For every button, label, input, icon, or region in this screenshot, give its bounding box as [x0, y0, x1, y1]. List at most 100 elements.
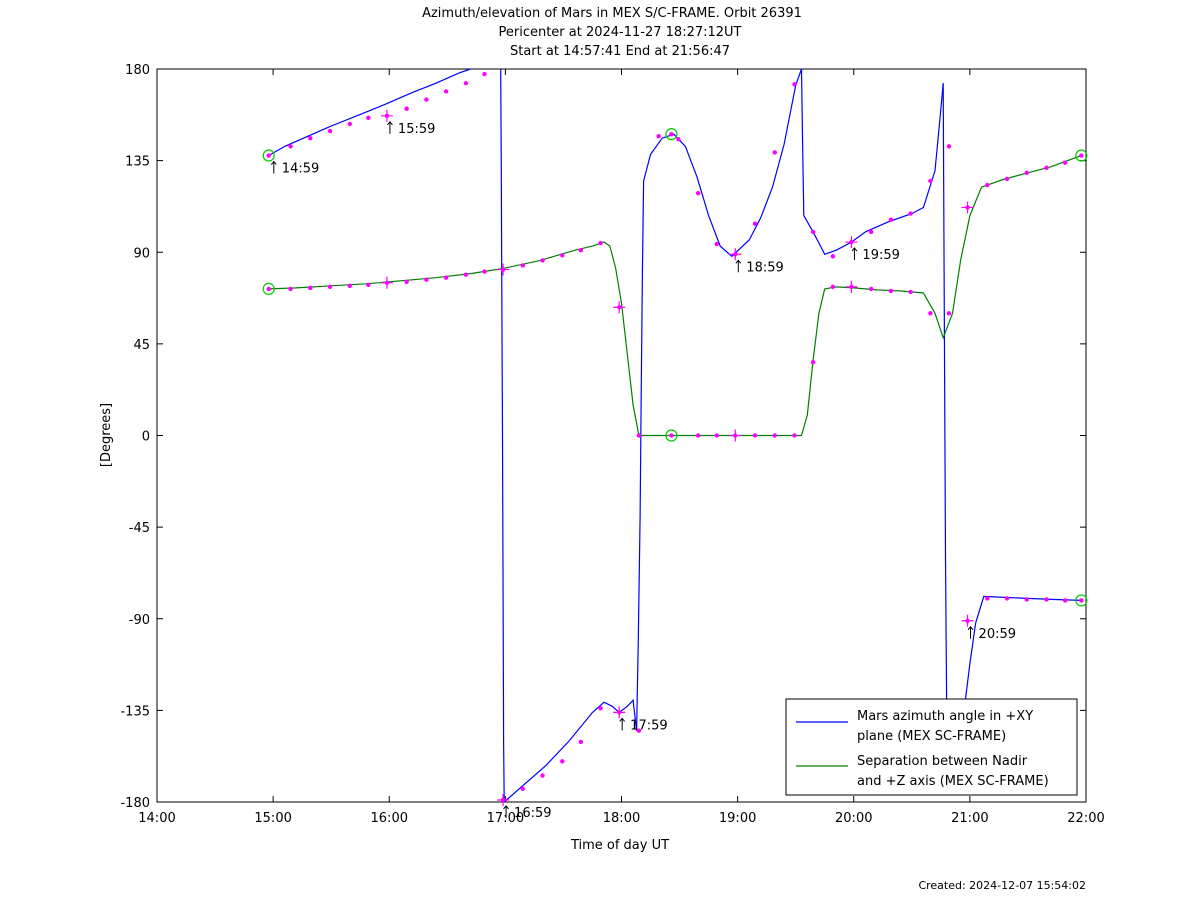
data-point-dot: [888, 288, 894, 294]
y-tick-label: -180: [120, 796, 150, 811]
data-point-dot: [540, 258, 545, 263]
data-point-dot: [868, 286, 874, 292]
series-line-azimuth: [800, 68, 944, 256]
x-tick-label: 19:00: [719, 811, 756, 826]
y-tick-label: -135: [120, 704, 150, 719]
y-tick-label: 180: [125, 63, 150, 78]
y-tick-label: 0: [142, 430, 150, 445]
data-point-dot: [347, 121, 352, 127]
annotation-time-label: 20:59: [979, 627, 1016, 642]
hour-cross-dot: [965, 618, 970, 623]
legend-label-azimuth-line-2: plane (MEX SC-FRAME): [857, 729, 1006, 744]
data-point-dot: [1004, 596, 1010, 601]
hour-cross-dot: [384, 113, 390, 119]
data-point-dot: [424, 97, 429, 102]
y-tick-label: 45: [133, 338, 150, 353]
legend-box: [785, 698, 1078, 796]
data-point-dot: [404, 279, 409, 284]
data-point-dot: [598, 706, 603, 711]
legend-label-separation-line-2: and +Z axis (MEX SC-FRAME): [857, 774, 1049, 789]
data-point-dot: [714, 433, 719, 438]
annotation-arrow: [503, 805, 509, 818]
series-line-azimuth: [643, 68, 803, 258]
event-circle-dot: [266, 286, 271, 292]
title-line-1: Azimuth/elevation of Mars in MEX S/C-FRA…: [422, 6, 802, 21]
annotation-arrow: [387, 121, 393, 134]
hour-cross-dot: [849, 239, 854, 245]
data-point-dot: [482, 269, 487, 274]
data-point-dot: [810, 360, 816, 365]
data-point-dot: [578, 739, 584, 745]
event-circle-dot: [266, 153, 271, 158]
data-point-dot: [308, 285, 313, 291]
hour-cross-dot: [965, 205, 970, 210]
event-circle-dot: [669, 433, 674, 438]
data-point-dot: [1024, 597, 1029, 602]
data-point-dot: [1062, 598, 1068, 603]
x-tick-label: 22:00: [1067, 811, 1104, 826]
annotation-arrow: [967, 626, 974, 639]
data-point-dot: [772, 433, 777, 438]
data-point-dot: [752, 433, 758, 438]
hour-cross-dot: [733, 433, 738, 438]
event-circle-marker: [262, 282, 275, 295]
data-point-dot: [288, 144, 293, 149]
x-tick-label: 15:00: [254, 811, 291, 826]
y-tick-label: -90: [129, 613, 150, 628]
series-line-azimuth: [268, 68, 471, 157]
data-point-dot: [443, 275, 449, 280]
data-point-dot: [520, 786, 525, 791]
x-tick-label: 21:00: [951, 811, 988, 826]
data-point-dot: [482, 71, 487, 77]
data-point-dot: [1044, 597, 1049, 602]
data-point-dot: [908, 289, 913, 295]
data-point-dot: [1062, 160, 1068, 165]
hour-cross-dot: [384, 280, 390, 285]
data-point-dot: [366, 115, 371, 121]
hour-cross-dot: [733, 252, 738, 257]
data-point-dot: [946, 311, 952, 316]
data-point-dot: [792, 433, 797, 438]
series-line-azimuth: [963, 595, 1082, 711]
data-point-dot: [308, 136, 313, 141]
data-point-dot: [985, 182, 990, 188]
event-circle-marker: [1075, 594, 1088, 607]
event-circle-marker: [1075, 149, 1088, 162]
data-point-dot: [656, 133, 661, 139]
data-point-dot: [985, 596, 990, 601]
legend-label-azimuth-line-1: Mars azimuth angle in +XY: [857, 709, 1033, 724]
data-point-dot: [540, 773, 545, 778]
series-line-azimuth: [500, 68, 505, 803]
data-point-dot: [598, 240, 603, 246]
series-line-azimuth: [942, 83, 948, 711]
series-line-azimuth: [503, 698, 638, 803]
event-circle-marker: [665, 429, 678, 442]
data-point-dot: [327, 128, 333, 134]
annotation-layer: 14:59 15:59 16:59 17:59 18:59 19:59 20:59: [270, 121, 1016, 821]
data-point-dot: [752, 221, 758, 226]
data-point-dot: [888, 217, 894, 222]
x-tick-label: 18:00: [603, 811, 640, 826]
series-line-azimuth: [636, 180, 645, 731]
data-point-dot: [636, 433, 642, 438]
annotation-time-label: 15:59: [398, 122, 435, 137]
data-point-dot: [327, 284, 333, 290]
title-line-3: Start at 14:57:41 End at 21:56:47: [510, 44, 730, 59]
event-circle-dot: [669, 131, 674, 137]
event-circle-marker: [262, 149, 275, 162]
data-point-dot: [578, 248, 584, 253]
annotation-arrow: [851, 247, 858, 261]
event-circle-marker: [665, 128, 678, 141]
data-point-dot: [366, 282, 371, 288]
legend-label-separation-line-1: Separation between Nadir: [857, 754, 1028, 769]
chart-title: Azimuth/elevation of Mars in MEX S/C-FRA…: [422, 6, 802, 59]
data-point-dot: [463, 81, 469, 86]
data-point-dot: [404, 106, 409, 111]
series-layer: [268, 68, 1082, 803]
x-tick-label: 20:00: [835, 811, 872, 826]
data-point-dot: [830, 254, 836, 259]
data-point-dot: [636, 728, 642, 733]
y-tick-label: -45: [129, 521, 150, 536]
annotation-arrow: [270, 160, 277, 174]
